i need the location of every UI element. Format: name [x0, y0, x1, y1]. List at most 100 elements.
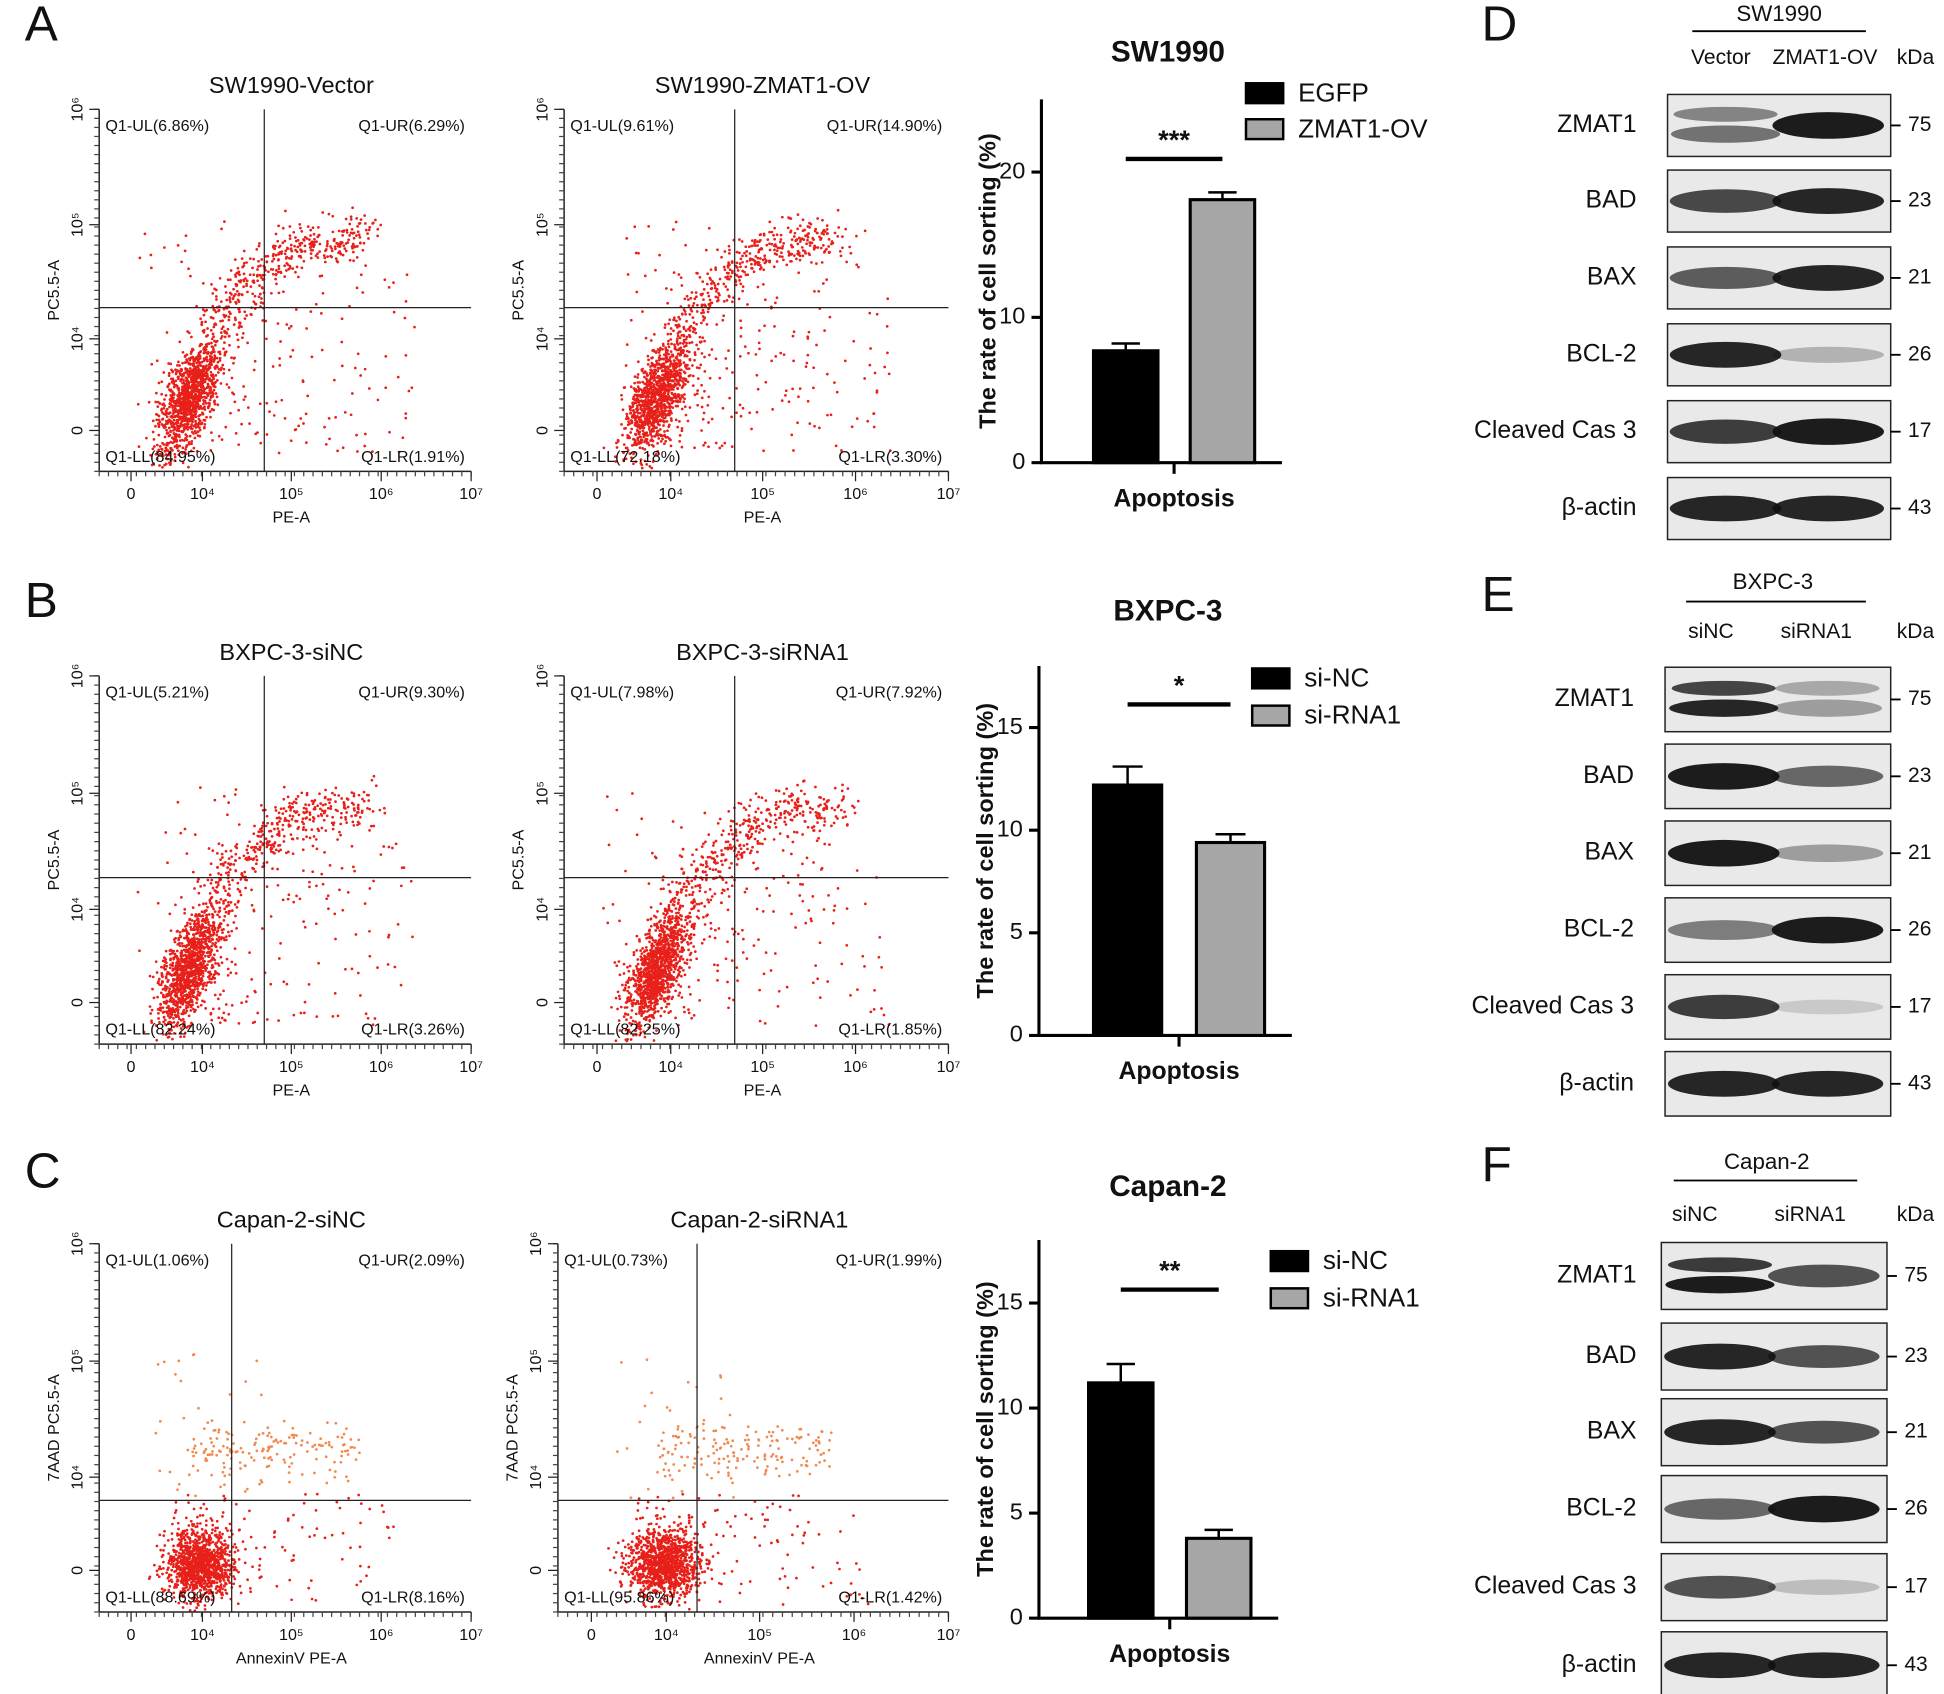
event-dot — [738, 262, 742, 266]
event-dot — [285, 323, 289, 326]
event-dot — [750, 262, 753, 266]
event-dot — [177, 453, 181, 457]
event-dot — [346, 241, 350, 244]
event-dot — [655, 417, 658, 421]
event-dot — [709, 268, 713, 271]
event-dot — [647, 379, 651, 383]
event-dot — [175, 969, 179, 973]
event-dot — [669, 410, 672, 414]
event-dot — [196, 880, 200, 883]
event-dot — [640, 390, 644, 394]
event-dot — [211, 345, 215, 349]
event-dot — [767, 259, 771, 263]
event-dot — [187, 417, 191, 421]
event-dot — [698, 275, 702, 279]
event-dot — [201, 969, 205, 973]
event-dot — [191, 348, 195, 352]
event-dot — [194, 366, 198, 369]
event-dot — [828, 315, 832, 319]
event-dot — [183, 979, 186, 983]
event-dot — [211, 942, 215, 945]
event-dot — [178, 982, 182, 986]
event-dot — [693, 393, 697, 397]
event-dot — [209, 394, 213, 398]
event-dot — [157, 414, 161, 418]
event-dot — [203, 422, 207, 426]
event-dot — [344, 217, 348, 221]
event-dot — [666, 429, 669, 433]
event-dot — [789, 243, 793, 247]
event-dot — [666, 359, 669, 362]
event-dot — [279, 807, 283, 811]
event-dot — [804, 234, 807, 238]
event-dot — [217, 910, 221, 914]
event-dot — [191, 405, 195, 408]
event-dot — [755, 410, 759, 414]
event-dot — [703, 316, 706, 320]
event-dot — [202, 328, 206, 332]
event-dot — [656, 393, 659, 396]
event-dot — [253, 824, 256, 828]
event-dot — [413, 325, 416, 329]
event-dot — [788, 252, 791, 255]
event-dot — [181, 430, 184, 434]
event-dot — [197, 417, 201, 421]
event-dot — [176, 983, 179, 986]
event-dot — [659, 346, 662, 350]
event-dot — [183, 249, 187, 253]
event-dot — [720, 444, 724, 448]
event-dot — [667, 339, 670, 343]
event-dot — [268, 410, 271, 413]
event-dot — [678, 336, 682, 340]
event-dot — [305, 327, 308, 330]
event-dot — [283, 417, 287, 420]
event-dot — [213, 366, 217, 369]
event-dot — [177, 401, 181, 405]
event-dot — [652, 421, 655, 425]
event-dot — [371, 810, 375, 813]
event-dot — [757, 261, 760, 265]
event-dot — [212, 358, 216, 362]
event-dot — [201, 376, 205, 380]
event-dot — [223, 220, 226, 224]
event-dot — [180, 438, 184, 442]
event-dot — [271, 268, 275, 271]
event-dot — [234, 275, 238, 278]
event-dot — [160, 380, 164, 384]
event-dot — [223, 341, 226, 345]
event-dot — [658, 433, 662, 437]
event-dot — [217, 972, 221, 976]
event-dot — [686, 298, 690, 301]
event-dot — [666, 392, 670, 396]
event-dot — [276, 270, 280, 274]
event-dot — [852, 339, 856, 343]
event-dot — [255, 248, 259, 251]
event-dot — [344, 807, 347, 810]
event-dot — [674, 418, 678, 422]
event-dot — [169, 957, 173, 961]
quadrant-label: Q1-UR(14.90%) — [827, 117, 943, 135]
event-dot — [201, 965, 204, 969]
event-dot — [197, 352, 201, 356]
event-dot — [691, 384, 695, 388]
event-dot — [676, 393, 680, 396]
event-dot — [808, 253, 811, 257]
event-dot — [203, 911, 206, 914]
event-dot — [164, 949, 168, 953]
event-dot — [321, 803, 325, 807]
event-dot — [672, 271, 676, 274]
event-dot — [649, 439, 653, 442]
event-dot — [834, 444, 838, 448]
event-dot — [251, 866, 254, 870]
event-dot — [649, 409, 653, 413]
event-dot — [201, 984, 205, 988]
event-dot — [305, 816, 309, 819]
event-dot — [683, 310, 687, 313]
event-dot — [728, 396, 731, 400]
event-dot — [173, 940, 177, 944]
event-dot — [680, 407, 684, 411]
event-dot — [763, 254, 767, 258]
event-dot — [678, 360, 682, 364]
event-dot — [206, 878, 210, 882]
event-dot — [167, 374, 171, 377]
